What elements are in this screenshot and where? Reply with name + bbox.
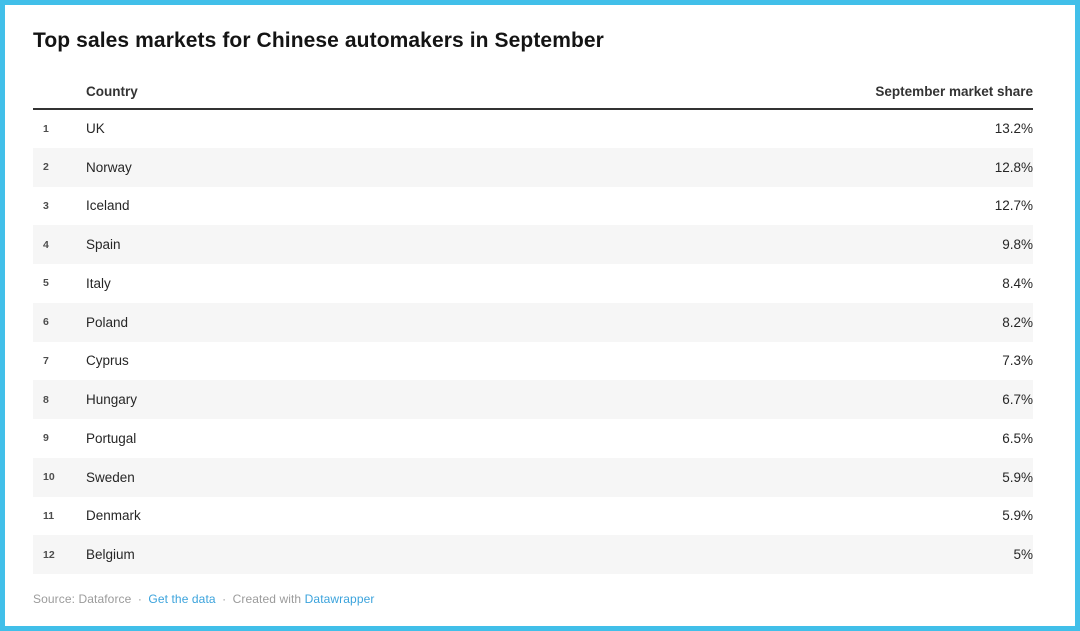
data-table: Country September market share 1 UK 13.2… — [33, 84, 1033, 574]
table-row: 5 Italy 8.4% — [33, 264, 1033, 303]
country-cell: Spain — [86, 237, 121, 253]
source-label: Source: Dataforce — [33, 592, 132, 606]
share-cell: 7.3% — [1002, 353, 1033, 369]
share-cell: 8.4% — [1002, 275, 1033, 291]
table-row: 9 Portugal 6.5% — [33, 419, 1033, 458]
share-cell: 6.7% — [1002, 392, 1033, 408]
share-cell: 13.2% — [994, 121, 1033, 137]
country-cell: Sweden — [86, 469, 135, 485]
table-header-row: Country September market share — [33, 84, 1033, 110]
rank-cell: 11 — [43, 509, 55, 522]
share-cell: 9.8% — [1002, 237, 1033, 253]
rank-cell: 1 — [43, 122, 49, 135]
share-cell: 5.9% — [1002, 469, 1033, 485]
share-cell: 6.5% — [1002, 430, 1033, 446]
rank-cell: 8 — [43, 393, 49, 406]
share-cell: 12.7% — [994, 198, 1033, 214]
country-cell: Hungary — [86, 392, 138, 408]
table-row: 6 Poland 8.2% — [33, 302, 1033, 342]
rank-column-header — [33, 84, 86, 110]
country-cell: Poland — [86, 314, 129, 330]
rank-cell: 12 — [43, 548, 55, 561]
share-cell: 5% — [1013, 547, 1033, 563]
table-row: 7 Cyprus 7.3% — [33, 342, 1033, 381]
country-cell: Belgium — [86, 547, 135, 563]
share-cell: 8.2% — [1002, 314, 1033, 330]
rank-cell: 10 — [43, 471, 55, 484]
country-cell: Norway — [86, 159, 132, 175]
table-row: 3 Iceland 12.7% — [33, 187, 1033, 226]
country-cell: UK — [86, 121, 105, 137]
table-row: 2 Norway 12.8% — [33, 147, 1033, 187]
table-row: 11 Denmark 5.9% — [33, 497, 1033, 536]
created-with-label: Created with — [232, 592, 302, 606]
chart-title: Top sales markets for Chinese automakers… — [33, 29, 604, 52]
rank-cell: 6 — [43, 316, 49, 329]
datawrapper-link[interactable]: Datawrapper — [304, 592, 375, 606]
country-cell: Denmark — [86, 508, 141, 524]
table-row: 1 UK 13.2% — [33, 109, 1033, 148]
table-row: 4 Spain 9.8% — [33, 225, 1033, 264]
table-row: 10 Sweden 5.9% — [33, 457, 1033, 497]
rank-cell: 9 — [43, 432, 49, 445]
country-column-header: Country — [86, 84, 331, 110]
country-cell: Italy — [86, 275, 111, 291]
share-column-header: September market share — [330, 84, 1033, 110]
country-cell: Iceland — [86, 198, 130, 214]
table-head: Country September market share — [33, 84, 1033, 110]
table-row: 12 Belgium 5% — [33, 535, 1033, 574]
share-cell: 5.9% — [1002, 508, 1033, 524]
country-cell: Cyprus — [86, 353, 129, 369]
separator-dot: · — [137, 592, 142, 606]
rank-cell: 3 — [43, 199, 49, 212]
country-cell: Portugal — [86, 430, 137, 446]
table-row: 8 Hungary 6.7% — [33, 380, 1033, 419]
rank-cell: 5 — [43, 277, 49, 290]
rank-cell: 7 — [43, 354, 49, 367]
table-body: 1 UK 13.2% 2 Norway 12.8% 3 Iceland 12.7… — [33, 109, 1033, 574]
rank-cell: 2 — [43, 161, 49, 174]
rank-cell: 4 — [43, 238, 49, 251]
separator-dot: · — [222, 592, 227, 606]
chart-footer: Source: Dataforce · Get the data · Creat… — [33, 592, 1033, 606]
get-the-data-link[interactable]: Get the data — [148, 592, 216, 606]
share-cell: 12.8% — [994, 159, 1033, 175]
